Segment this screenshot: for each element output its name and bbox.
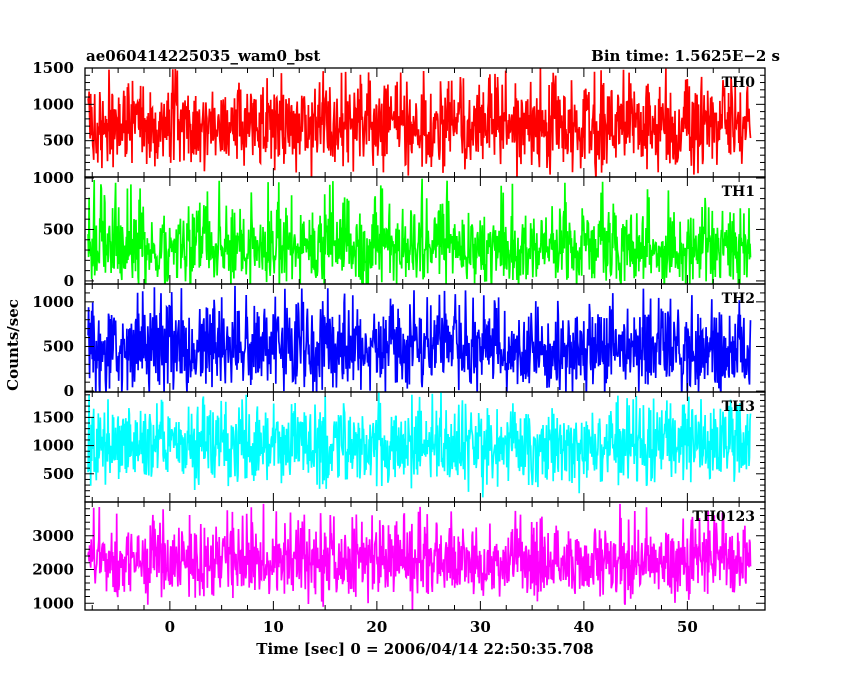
- chart-title-right: Bin time: 1.5625E−2 s: [591, 47, 780, 65]
- y-tick-label: 1500: [32, 59, 74, 77]
- panel-th2: 0 500 1000 TH2: [32, 283, 766, 400]
- series-th3-line: [87, 392, 752, 498]
- y-tick-label: 3000: [32, 527, 74, 545]
- panel-th0: 500 1000 1500 TH0: [32, 59, 766, 178]
- y-tick-label: 500: [43, 337, 74, 355]
- panel-label-th2: TH2: [722, 291, 755, 307]
- y-tick-label: 1000: [32, 293, 74, 311]
- y-tick-label: 1000: [32, 95, 74, 113]
- panel-label-th0: TH0: [722, 75, 756, 91]
- series-th0-line: [87, 68, 752, 177]
- y-tick-label: 0: [64, 382, 74, 400]
- y-tick-label: 1000: [32, 437, 74, 455]
- y-axis-label: Counts/sec: [4, 299, 22, 391]
- panels-group: 500 1000 1500 TH0 0 500 1000 TH1 0 500 1000 TH2 500 1…: [32, 59, 766, 612]
- x-tick-labels: 0 10 20 30 40 50: [165, 618, 698, 636]
- series-th1-line: [87, 178, 752, 284]
- y-tick-label: 2000: [32, 561, 74, 579]
- y-tick-label: 1000: [32, 594, 74, 612]
- x-tick-label: 0: [165, 618, 175, 636]
- x-tick-label: 50: [677, 618, 698, 636]
- panel-label-th3: TH3: [722, 399, 755, 415]
- x-tick-label: 20: [366, 618, 387, 636]
- y-tick-label: 500: [43, 220, 74, 238]
- chart-title-left: ae060414225035_wam0_bst: [86, 47, 320, 65]
- panel-label-th0123: TH0123: [692, 509, 755, 525]
- y-tick-label: 500: [43, 465, 74, 483]
- x-tick-label: 30: [470, 618, 491, 636]
- x-axis-label: Time [sec] 0 = 2006/04/14 22:50:35.708: [256, 640, 593, 658]
- panel-th0123: 1000 2000 3000 TH0123: [32, 501, 766, 612]
- y-tick-label: 500: [43, 132, 74, 150]
- y-tick-label: 1500: [32, 408, 74, 426]
- y-tick-label: 1000: [32, 169, 74, 187]
- panel-th3: 500 1000 1500 TH3: [32, 391, 766, 503]
- panel-label-th1: TH1: [722, 184, 755, 200]
- series-th0123-line: [87, 503, 752, 610]
- panel-th1: 0 500 1000 TH1: [32, 169, 766, 290]
- series-th2-line: [87, 285, 752, 392]
- x-tick-label: 40: [573, 618, 594, 636]
- y-tick-label: 0: [64, 272, 74, 290]
- x-tick-label: 10: [263, 618, 284, 636]
